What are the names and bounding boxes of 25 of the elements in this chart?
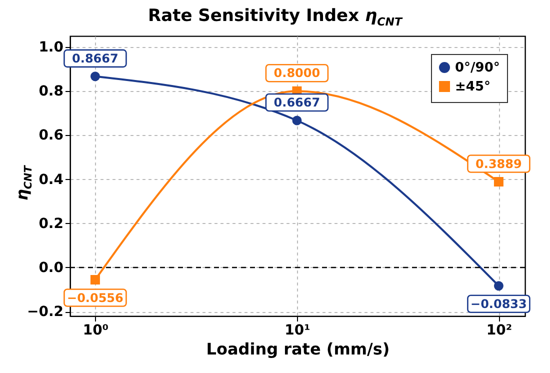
legend-label: 0°/90° (455, 60, 500, 76)
point (90, 72, 100, 82)
x-tick-label: 10⁰ (82, 322, 109, 338)
text: 0.6667 (274, 96, 320, 110)
text: 0.8000 (274, 66, 320, 80)
point (90, 275, 100, 284)
y-tick-label: −0.2 (26, 304, 64, 320)
legend-label: ±45° (455, 80, 490, 94)
text: −0.0833 (470, 296, 527, 311)
chart-title: Rate Sensitivity Index η$_{CNT}$ (147, 6, 404, 28)
x-tick-label: 10² (486, 322, 512, 338)
point (494, 281, 504, 291)
y-tick-label: 0.6 (38, 128, 64, 144)
y-tick-label: 0.8 (38, 84, 64, 100)
text: 0.8667 (72, 51, 118, 66)
y-tick-label: 0.0 (38, 260, 64, 276)
y-tick-label: 1.0 (38, 40, 64, 56)
point (494, 177, 504, 186)
point (292, 116, 302, 126)
text: 0.3889 (476, 156, 522, 171)
y-tick-label: 0.4 (38, 172, 64, 188)
y-tick-label: 0.2 (38, 216, 64, 232)
x-tick-label: 10¹ (284, 322, 310, 338)
text: −0.0556 (67, 290, 124, 305)
x-axis-title: Loading rate (mm/s) (206, 340, 390, 358)
